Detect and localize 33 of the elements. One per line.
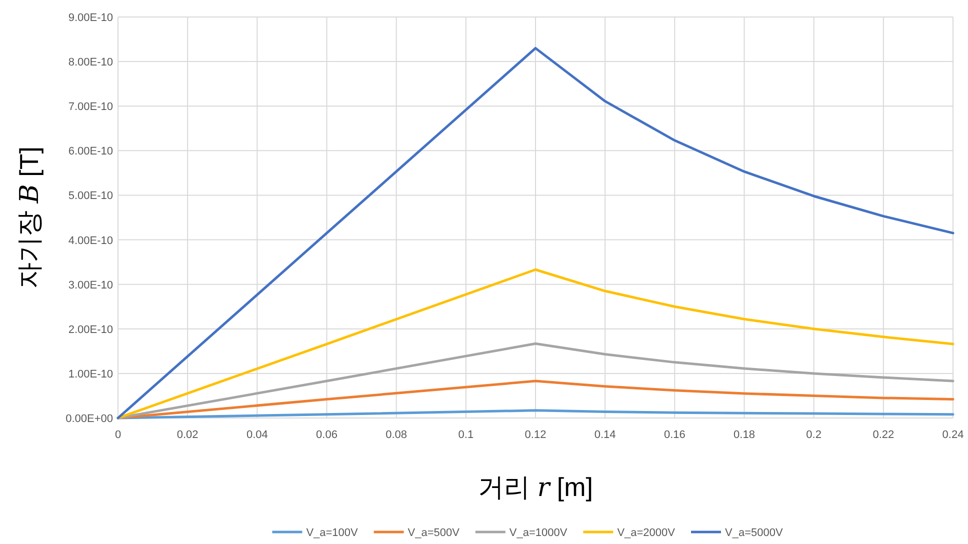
line-series [116, 46, 954, 420]
legend-label: V_a=100V [306, 527, 359, 539]
y-tick-label: 4.00E-10 [68, 234, 113, 247]
legend-label: V_a=5000V [725, 527, 784, 539]
x-tick-label: 0.08 [386, 429, 408, 441]
line-series [116, 342, 954, 420]
x-tick-label: 0.2 [806, 429, 822, 441]
x-tick-label: 0.1 [458, 429, 474, 441]
y-tick-label: 0.00E+00 [66, 413, 113, 425]
x-tick-label: 0.06 [316, 429, 338, 441]
x-tick-label: 0.12 [524, 429, 546, 441]
y-tick-label: 9.00E-10 [68, 12, 113, 24]
legend-label: V_a=2000V [617, 527, 676, 539]
x-tick-label: 0 [114, 429, 122, 441]
x-axis-title: 거리 r [m] [478, 472, 594, 503]
y-tick-label: 3.00E-10 [68, 279, 113, 292]
x-tick-label: 0.02 [176, 429, 198, 441]
x-tick-label: 0.16 [664, 429, 686, 441]
line-series [116, 268, 954, 420]
x-tick-label: 0.04 [246, 429, 268, 441]
x-tick-label: 0.18 [734, 429, 755, 441]
y-tick-label: 2.00E-10 [68, 324, 113, 336]
legend-label: V_a=500V [408, 527, 460, 539]
y-tick-label: 8.00E-10 [68, 56, 113, 69]
y-tick-label: 1.00E-10 [68, 368, 113, 380]
y-tick-label: 5.00E-10 [68, 190, 113, 202]
y-axis-title: 자기장 B [T] [14, 146, 45, 288]
x-tick-label: 0.24 [942, 429, 964, 441]
y-tick-label: 6.00E-10 [68, 146, 113, 158]
legend-label: V_a=1000V [509, 527, 568, 539]
x-tick-label: 0.14 [594, 429, 616, 441]
y-tick-label: 7.00E-10 [68, 101, 113, 114]
x-tick-label: 0.22 [872, 429, 894, 441]
